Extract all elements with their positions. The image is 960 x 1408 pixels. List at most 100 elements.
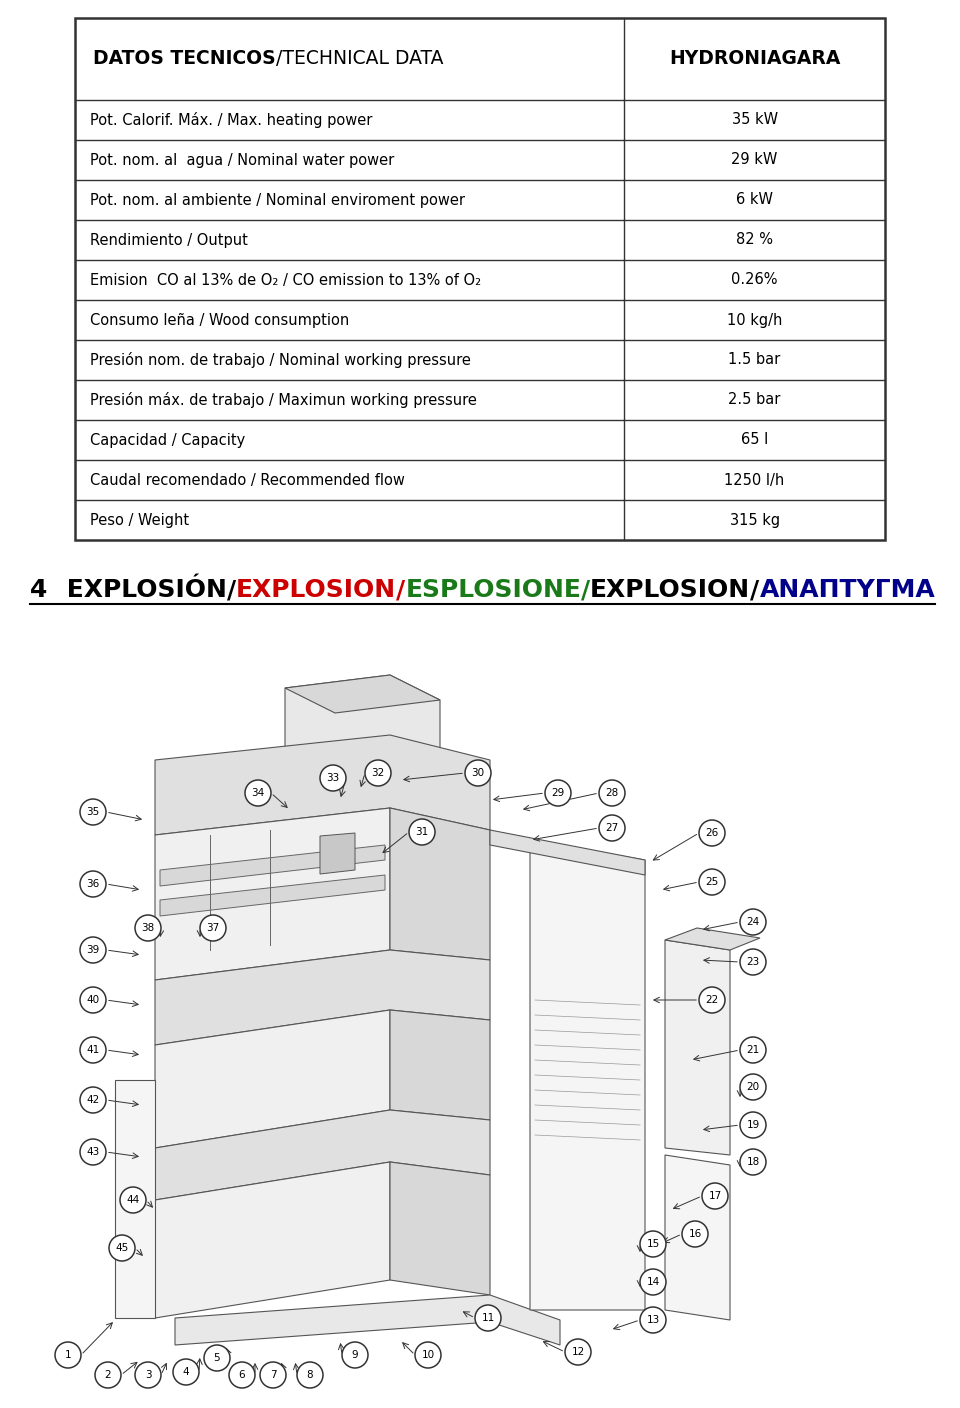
Circle shape: [699, 819, 725, 846]
Text: 39: 39: [86, 945, 100, 955]
Circle shape: [599, 815, 625, 841]
Text: 8: 8: [306, 1370, 313, 1380]
Polygon shape: [160, 874, 385, 917]
Circle shape: [80, 1139, 106, 1164]
Text: 35 kW: 35 kW: [732, 113, 778, 128]
Text: 18: 18: [746, 1157, 759, 1167]
Text: 12: 12: [571, 1347, 585, 1357]
Text: 5: 5: [214, 1353, 220, 1363]
Circle shape: [135, 915, 161, 941]
Text: 36: 36: [86, 879, 100, 888]
Text: Rendimiento / Output: Rendimiento / Output: [90, 232, 248, 248]
Circle shape: [95, 1362, 121, 1388]
Circle shape: [229, 1362, 255, 1388]
Text: Pot. nom. al ambiente / Nominal enviroment power: Pot. nom. al ambiente / Nominal envirome…: [90, 193, 465, 207]
Circle shape: [80, 798, 106, 825]
Text: 25: 25: [706, 877, 719, 887]
Text: /: /: [227, 579, 236, 603]
Polygon shape: [155, 808, 390, 980]
Text: 40: 40: [86, 995, 100, 1005]
Text: 30: 30: [471, 767, 485, 779]
Circle shape: [545, 780, 571, 805]
Text: EXPLOSION: EXPLOSION: [236, 579, 396, 603]
Text: 27: 27: [606, 824, 618, 834]
Text: 14: 14: [646, 1277, 660, 1287]
Text: 315 kg: 315 kg: [730, 513, 780, 528]
Text: EXPLOSION: EXPLOSION: [590, 579, 751, 603]
Circle shape: [80, 987, 106, 1012]
Polygon shape: [320, 834, 355, 874]
Circle shape: [120, 1187, 146, 1214]
Polygon shape: [160, 845, 385, 886]
Text: 23: 23: [746, 957, 759, 967]
Text: /: /: [751, 579, 759, 603]
Text: 9: 9: [351, 1350, 358, 1360]
Text: 65 l: 65 l: [741, 432, 768, 448]
Text: /: /: [396, 579, 405, 603]
Text: Capacidad / Capacity: Capacidad / Capacity: [90, 432, 245, 448]
Text: 1.5 bar: 1.5 bar: [729, 352, 780, 367]
Circle shape: [297, 1362, 323, 1388]
Circle shape: [699, 869, 725, 895]
Circle shape: [135, 1362, 161, 1388]
Text: Caudal recomendado / Recommended flow: Caudal recomendado / Recommended flow: [90, 473, 405, 487]
Text: /TECHNICAL DATA: /TECHNICAL DATA: [276, 49, 444, 69]
Circle shape: [409, 819, 435, 845]
Text: 29 kW: 29 kW: [732, 152, 778, 168]
Text: 44: 44: [127, 1195, 139, 1205]
Circle shape: [740, 910, 766, 935]
Text: Pot. nom. al  agua / Nominal water power: Pot. nom. al agua / Nominal water power: [90, 152, 395, 168]
Text: 11: 11: [481, 1314, 494, 1324]
Circle shape: [699, 987, 725, 1012]
Polygon shape: [490, 829, 645, 874]
Text: 29: 29: [551, 788, 564, 798]
Polygon shape: [155, 1010, 390, 1148]
Text: 6: 6: [239, 1370, 246, 1380]
Circle shape: [173, 1359, 199, 1385]
Circle shape: [200, 915, 226, 941]
Text: 33: 33: [326, 773, 340, 783]
Text: 34: 34: [252, 788, 265, 798]
Text: 35: 35: [86, 807, 100, 817]
Text: DATOS TECNICOS: DATOS TECNICOS: [93, 49, 276, 69]
Circle shape: [682, 1221, 708, 1247]
Text: 4: 4: [30, 579, 47, 603]
Polygon shape: [285, 674, 440, 712]
Circle shape: [740, 1074, 766, 1100]
Text: 22: 22: [706, 995, 719, 1005]
Text: HYDRONIAGARA: HYDRONIAGARA: [669, 49, 840, 69]
Polygon shape: [155, 735, 490, 835]
Circle shape: [80, 936, 106, 963]
Text: 3: 3: [145, 1370, 152, 1380]
Polygon shape: [390, 1010, 490, 1119]
Text: 2: 2: [105, 1370, 111, 1380]
Text: 7: 7: [270, 1370, 276, 1380]
Text: 10: 10: [421, 1350, 435, 1360]
Circle shape: [55, 1342, 81, 1369]
Text: 43: 43: [86, 1148, 100, 1157]
Circle shape: [80, 1038, 106, 1063]
Circle shape: [740, 1149, 766, 1176]
Text: 17: 17: [708, 1191, 722, 1201]
Circle shape: [342, 1342, 368, 1369]
Circle shape: [640, 1307, 666, 1333]
Text: Pot. Calorif. Máx. / Max. heating power: Pot. Calorif. Máx. / Max. heating power: [90, 113, 372, 128]
Text: Emision  CO al 13% de O₂ / CO emission to 13% of O₂: Emision CO al 13% de O₂ / CO emission to…: [90, 273, 481, 287]
Text: 0.26%: 0.26%: [732, 273, 778, 287]
Text: Presión nom. de trabajo / Nominal working pressure: Presión nom. de trabajo / Nominal workin…: [90, 352, 470, 367]
Circle shape: [320, 765, 346, 791]
Text: 45: 45: [115, 1243, 129, 1253]
Circle shape: [204, 1345, 230, 1371]
Text: Consumo leña / Wood consumption: Consumo leña / Wood consumption: [90, 313, 349, 328]
Polygon shape: [115, 1080, 155, 1318]
Circle shape: [260, 1362, 286, 1388]
Circle shape: [565, 1339, 591, 1364]
Circle shape: [702, 1183, 728, 1209]
Circle shape: [740, 1112, 766, 1138]
Text: 2.5 bar: 2.5 bar: [729, 393, 780, 407]
Text: /: /: [581, 579, 590, 603]
Circle shape: [475, 1305, 501, 1331]
Text: 15: 15: [646, 1239, 660, 1249]
Text: 16: 16: [688, 1229, 702, 1239]
Text: 26: 26: [706, 828, 719, 838]
